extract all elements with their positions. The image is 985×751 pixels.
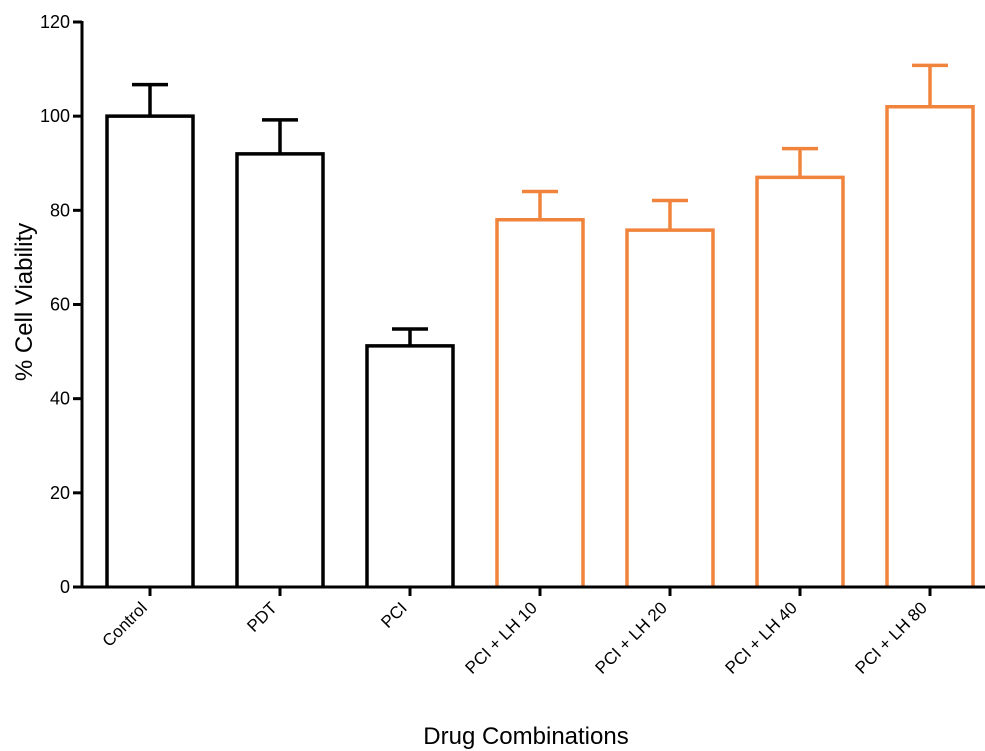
x-category-label: Control (99, 598, 151, 650)
y-tick-label: 20 (50, 483, 70, 503)
bar (105, 114, 195, 587)
x-category-label: PCI + LH 10 (462, 598, 541, 677)
y-tick-label: 80 (50, 200, 70, 220)
y-ticks: 0 20 40 60 80 100 120 (40, 12, 82, 597)
x-category-label: PDT (243, 598, 280, 635)
y-tick-label: 100 (40, 106, 70, 126)
x-category-label: PCI (377, 598, 410, 631)
bar (885, 105, 975, 587)
axes-layer (80, 21, 985, 589)
bar (495, 218, 585, 587)
y-tick-label: 40 (50, 389, 70, 409)
bar (235, 152, 325, 587)
x-category-label: PCI + LH 20 (592, 598, 671, 677)
bar (625, 228, 715, 587)
x-axis-title: Drug Combinations (423, 723, 628, 750)
x-category-label: PCI + LH 40 (722, 598, 801, 677)
bar (365, 344, 455, 587)
x-ticks: Control PDT PCI PCI + LH 10 PCI + LH 20 PCI +… (99, 587, 932, 678)
y-tick-label: 0 (60, 577, 70, 597)
y-axis-title: % Cell Viability (11, 223, 38, 381)
bar (755, 175, 845, 587)
y-tick-label: 120 (40, 12, 70, 32)
y-tick-label: 60 (50, 295, 70, 315)
bars-layer (105, 63, 975, 587)
x-category-label: PCI + LH 80 (852, 598, 931, 677)
